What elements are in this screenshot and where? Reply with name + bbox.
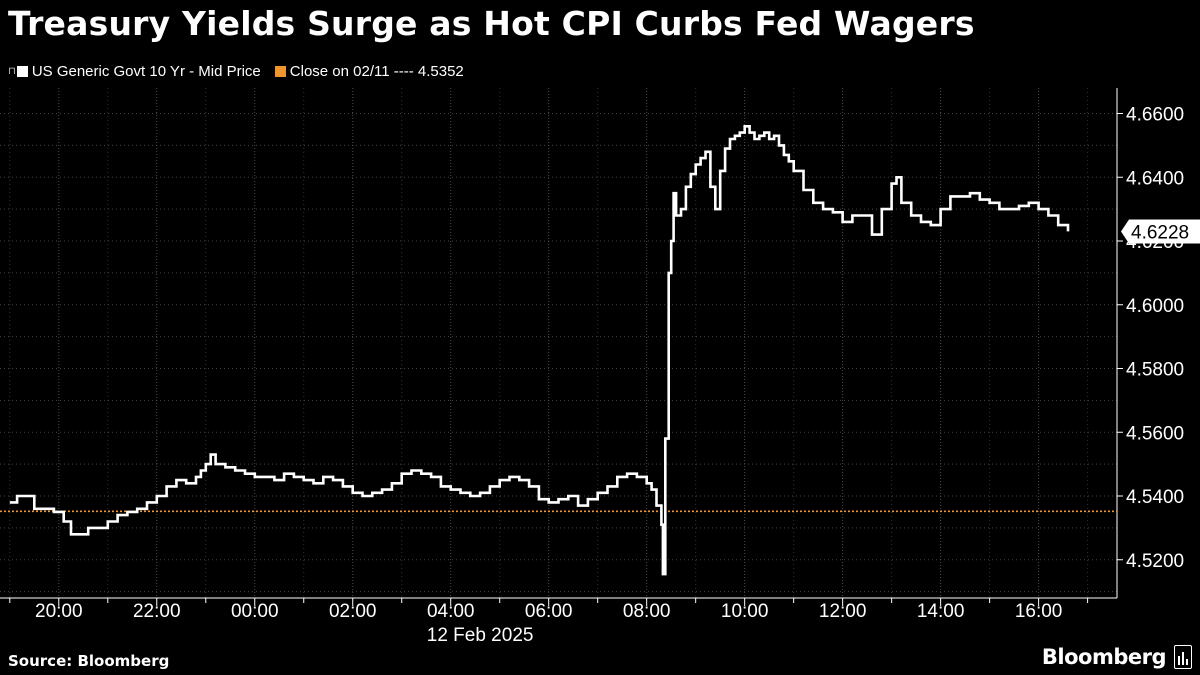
axes bbox=[0, 88, 1123, 606]
legend-close-label: Close on 02/11 ---- 4.5352 bbox=[289, 62, 464, 80]
x-axis-label: 12 Feb 2025 bbox=[427, 625, 534, 646]
brand-name: Bloomberg bbox=[1041, 645, 1167, 669]
x-tick-label: 02:00 bbox=[329, 601, 377, 622]
x-tick-label: 12:00 bbox=[819, 601, 867, 622]
x-tick-label: 14:00 bbox=[917, 601, 965, 622]
annotations: 4.6228 bbox=[1121, 219, 1200, 244]
y-tick-label: 4.5600 bbox=[1126, 423, 1184, 444]
legend-series-swatch bbox=[16, 65, 28, 77]
x-tick-label: 16:00 bbox=[1015, 601, 1063, 622]
brand: Bloomberg bbox=[1042, 645, 1192, 669]
chart-title: Treasury Yields Surge as Hot CPI Curbs F… bbox=[8, 4, 975, 43]
legend-close-swatch bbox=[274, 65, 286, 77]
y-tick-label: 4.6400 bbox=[1126, 168, 1184, 189]
line-series-icon: ⊓ bbox=[8, 65, 16, 77]
x-tick-label: 10:00 bbox=[721, 601, 769, 622]
legend-series: ⊓ US Generic Govt 10 Yr - Mid Price bbox=[8, 63, 261, 80]
source-note: Source: Bloomberg bbox=[8, 652, 170, 670]
x-tick-label: 22:00 bbox=[133, 601, 181, 622]
y-tick-label: 4.6600 bbox=[1126, 105, 1184, 126]
y-tick-label: 4.5800 bbox=[1126, 360, 1184, 381]
grid bbox=[0, 88, 1117, 598]
yield-series-line bbox=[9, 125, 1070, 576]
bloomberg-logo-icon bbox=[1174, 645, 1192, 669]
y-tick-label: 4.5400 bbox=[1126, 487, 1184, 508]
legend-series-label: US Generic Govt 10 Yr - Mid Price bbox=[31, 62, 261, 80]
last-value-box bbox=[1121, 219, 1200, 244]
tick-labels: 4.52004.54004.56004.58004.60004.62004.64… bbox=[35, 105, 1184, 647]
legend: ⊓ US Generic Govt 10 Yr - Mid Price Clos… bbox=[8, 60, 478, 82]
x-tick-label: 08:00 bbox=[623, 601, 671, 622]
y-tick-label: 4.6000 bbox=[1126, 296, 1184, 317]
x-tick-label: 06:00 bbox=[525, 601, 573, 622]
x-tick-label: 00:00 bbox=[231, 601, 279, 622]
x-tick-label: 04:00 bbox=[427, 601, 475, 622]
x-tick-label: 20:00 bbox=[35, 601, 83, 622]
series-layer bbox=[0, 125, 1117, 576]
y-tick-label: 4.5200 bbox=[1126, 551, 1184, 572]
last-value-label: 4.6228 bbox=[1131, 222, 1189, 243]
legend-close: Close on 02/11 ---- 4.5352 bbox=[274, 62, 464, 80]
last-value-callout: 4.6228 bbox=[1121, 219, 1200, 244]
